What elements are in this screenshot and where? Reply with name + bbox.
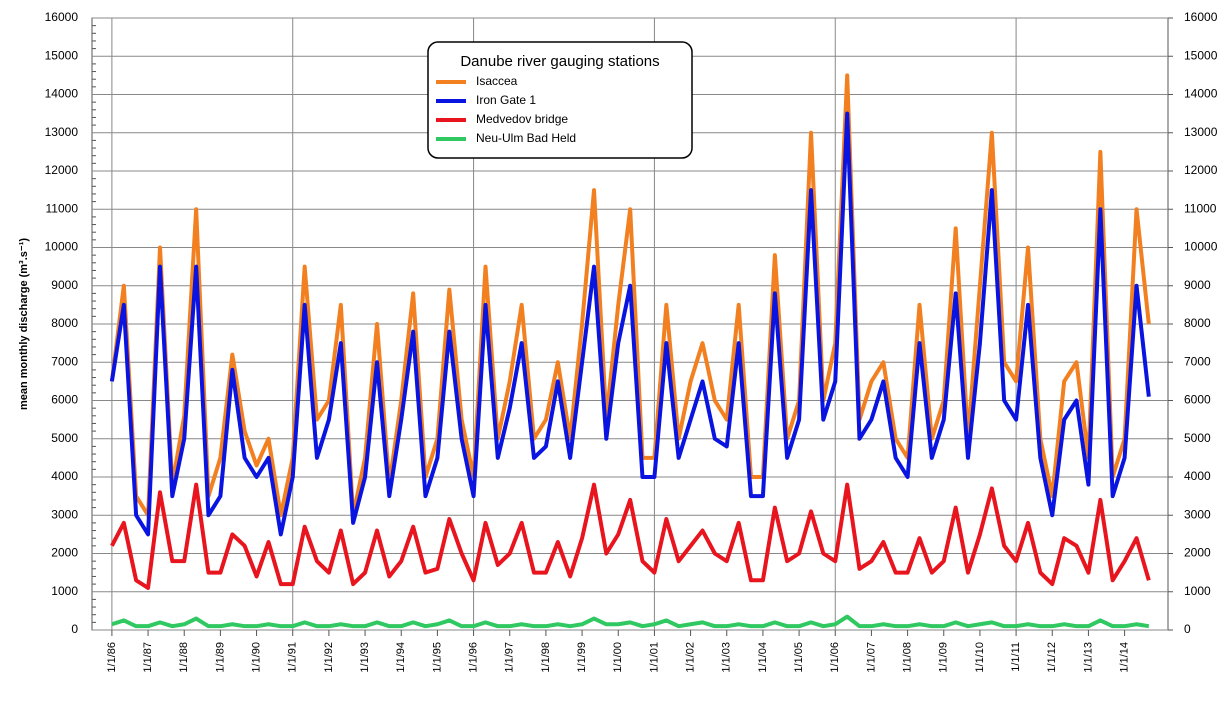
y-tick-label: 10000 [45, 240, 79, 254]
y-tick-label: 15000 [45, 48, 79, 62]
x-tick-label: 1/1/06 [829, 642, 841, 673]
series-line [109, 73, 1151, 518]
x-tick-label: 1/1/08 [901, 642, 913, 673]
x-tick-label: 1/1/02 [684, 642, 696, 673]
y-axis-label: mean monthly discharge (m³.s⁻¹) [18, 238, 30, 410]
plot-area: 0 1000 2000 3000 4000 5000 6000 7000 8000 9000 100… [45, 10, 1218, 672]
x-tick-label: 1/1/99 [576, 642, 588, 673]
x-tick-label: 1/1/94 [395, 642, 407, 673]
y-tick-label: 13000 [45, 125, 79, 139]
y-tick-label: 6000 [51, 393, 78, 407]
y-tick-label: 11000 [46, 201, 79, 215]
legend-label: Isaccea [476, 74, 518, 88]
x-tick-label: 1/1/12 [1046, 642, 1058, 673]
x-tick-label: 1/1/14 [1119, 642, 1131, 673]
x-tick-label: 1/1/04 [757, 642, 769, 673]
x-tick-label: 1/1/00 [612, 642, 624, 673]
y2-tick-label: 12000 [1184, 163, 1218, 177]
x-tick-label: 1/1/89 [214, 642, 226, 673]
legend-label: Medvedov bridge [476, 112, 568, 126]
legend-label: Neu-Ulm Bad Held [476, 131, 576, 145]
x-tick-label: 1/1/07 [865, 642, 877, 673]
y2-tick-label: 9000 [1184, 278, 1211, 292]
y2-tick-label: 2000 [1184, 546, 1211, 560]
legend-label: Iron Gate 1 [476, 93, 536, 107]
y2-tick-label: 4000 [1184, 469, 1211, 483]
legend-title: Danube river gauging stations [460, 53, 659, 70]
x-tick-label: 1/1/87 [142, 642, 154, 673]
y-tick-label: 16000 [45, 10, 79, 24]
y2-tick-label: 13000 [1184, 125, 1218, 139]
x-tick-label: 1/1/88 [178, 642, 190, 673]
x-tick-label: 1/1/03 [721, 642, 733, 673]
y2-tick-label: 7000 [1184, 354, 1211, 368]
y-tick-label: 8000 [51, 316, 78, 330]
x-tick-label: 1/1/13 [1082, 642, 1094, 673]
x-tick-label: 1/1/91 [287, 642, 299, 673]
y-tick-label: 4000 [51, 469, 78, 483]
y-tick-label: 0 [71, 622, 78, 636]
x-tick-label: 1/1/10 [974, 642, 986, 673]
legend: Danube river gauging stations Isaccea Iro… [427, 41, 693, 159]
x-tick-label: 1/1/05 [793, 642, 805, 673]
y2-tick-label: 15000 [1184, 48, 1218, 62]
x-tick-label: 1/1/96 [467, 642, 479, 673]
series-line [111, 614, 1150, 629]
y-tick-label: 1000 [51, 584, 78, 598]
y2-tick-label: 8000 [1184, 316, 1211, 330]
y2-tick-label: 14000 [1184, 87, 1218, 101]
x-tick-label: 1/1/86 [106, 642, 118, 673]
y2-tick-label: 6000 [1184, 393, 1211, 407]
x-tick-label: 1/1/92 [323, 642, 335, 673]
series-line [109, 111, 1151, 537]
y-tick-label: 9000 [51, 278, 78, 292]
series-line [110, 482, 1151, 590]
y2-tick-label: 5000 [1184, 431, 1211, 445]
x-tick-label: 1/1/95 [431, 642, 443, 673]
y2-tick-label: 0 [1184, 622, 1191, 636]
y-tick-label: 14000 [45, 87, 79, 101]
x-tick-label: 1/1/97 [504, 642, 516, 673]
legend-box [427, 41, 693, 159]
x-tick-label: 1/1/01 [648, 642, 660, 673]
y2-tick-label: 1000 [1184, 584, 1211, 598]
y-tick-label: 7000 [51, 354, 78, 368]
x-tick-label: 1/1/98 [540, 642, 552, 673]
y2-tick-label: 16000 [1184, 10, 1218, 24]
y2-tick-label: 10000 [1184, 240, 1218, 254]
y-tick-label: 2000 [51, 546, 78, 560]
x-tick-label: 1/1/93 [359, 642, 371, 673]
x-tick-label: 1/1/90 [250, 642, 262, 673]
y2-tick-label: 11000 [1184, 201, 1217, 215]
y-tick-label: 3000 [51, 507, 78, 521]
y2-tick-label: 3000 [1184, 507, 1211, 521]
x-tick-label: 1/1/09 [938, 642, 950, 673]
x-tick-label: 1/1/11 [1010, 642, 1022, 672]
y-tick-label: 5000 [51, 431, 78, 445]
y-tick-label: 12000 [45, 163, 79, 177]
